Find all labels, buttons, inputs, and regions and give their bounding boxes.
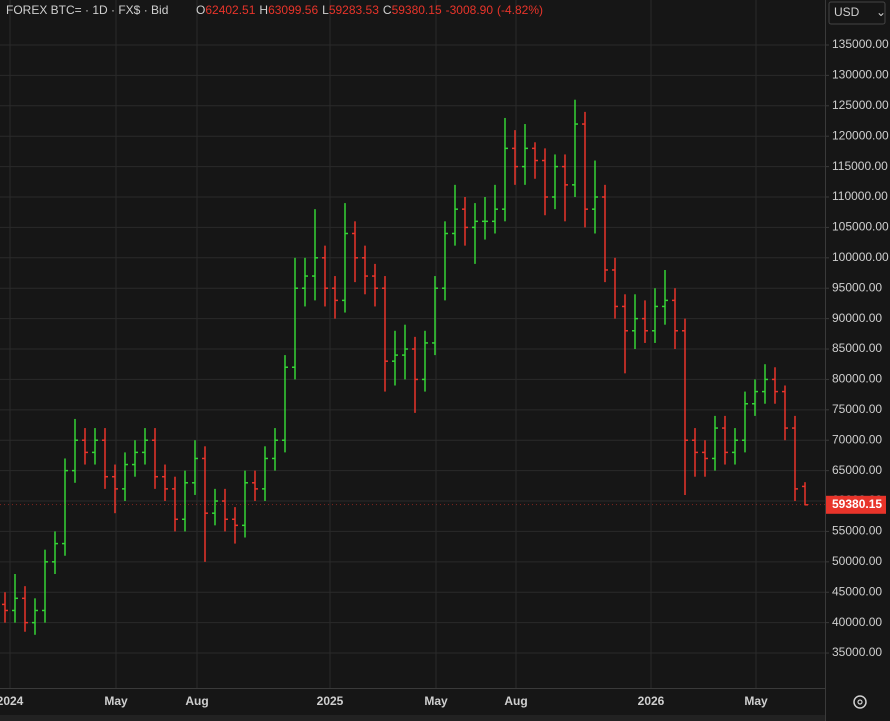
y-tick-label: 115000.00 (832, 159, 888, 173)
y-tick-label: 45000.00 (832, 584, 882, 598)
legend-key: H (259, 3, 268, 17)
y-tick-label: 55000.00 (832, 524, 882, 538)
legend-change: -3008.90 (446, 3, 494, 17)
legend-key: C (383, 3, 392, 17)
x-tick-label: May (744, 694, 768, 708)
y-tick-label: 90000.00 (832, 311, 882, 325)
y-tick-label: 110000.00 (832, 189, 888, 203)
x-tick-label: 2025 (317, 694, 344, 708)
ohlc-legend: O62402.51 H63099.56 L59283.53 C59380.15 -300… (196, 3, 543, 17)
x-tick-label: Aug (185, 694, 208, 708)
settings-gear[interactable] (853, 695, 867, 709)
x-tick-label: Aug (504, 694, 527, 708)
legend-value: 59283.53 (329, 3, 379, 17)
chart-title: FOREX BTC= · 1D · FX$ · Bid (6, 3, 168, 17)
y-tick-label: 50000.00 (832, 554, 882, 568)
y-tick-label: 35000.00 (832, 645, 882, 659)
x-tick-label: 2026 (638, 694, 665, 708)
y-tick-label: 100000.00 (832, 250, 889, 264)
legend-key: L (322, 3, 329, 17)
currency-button[interactable] (828, 1, 886, 25)
legend-value: 62402.51 (205, 3, 255, 17)
x-tick-label: May (104, 694, 128, 708)
legend-key: O (196, 3, 205, 17)
y-tick-label: 95000.00 (832, 280, 882, 294)
y-tick-label: 75000.00 (832, 402, 882, 416)
y-tick-label: 130000.00 (832, 68, 889, 82)
legend-change-pct: (-4.82%) (497, 3, 543, 17)
x-tick-label: 2024 (0, 694, 24, 708)
y-tick-label: 105000.00 (832, 220, 889, 234)
x-tick-label: May (424, 694, 448, 708)
last-price-label: 59380.15 (832, 497, 882, 511)
y-tick-label: 135000.00 (832, 37, 889, 51)
y-tick-label: 40000.00 (832, 615, 882, 629)
legend-value: 59380.15 (392, 3, 442, 17)
y-tick-label: 120000.00 (832, 128, 889, 142)
y-tick-label: 85000.00 (832, 341, 882, 355)
currency-caret: ⌄ (876, 5, 886, 19)
bottom-strip (0, 715, 825, 721)
bar-layer (2, 99, 808, 635)
legend-value: 63099.56 (268, 3, 318, 17)
last-price-tag (826, 495, 886, 514)
y-tick-label: 70000.00 (832, 432, 882, 446)
y-tick-label: 65000.00 (832, 463, 882, 477)
currency-label[interactable]: USD (834, 5, 860, 19)
settings-icon[interactable] (853, 695, 867, 709)
y-tick-label: 125000.00 (832, 98, 889, 112)
settings-gear-center[interactable] (857, 699, 863, 705)
y-tick-label: 80000.00 (832, 372, 882, 386)
